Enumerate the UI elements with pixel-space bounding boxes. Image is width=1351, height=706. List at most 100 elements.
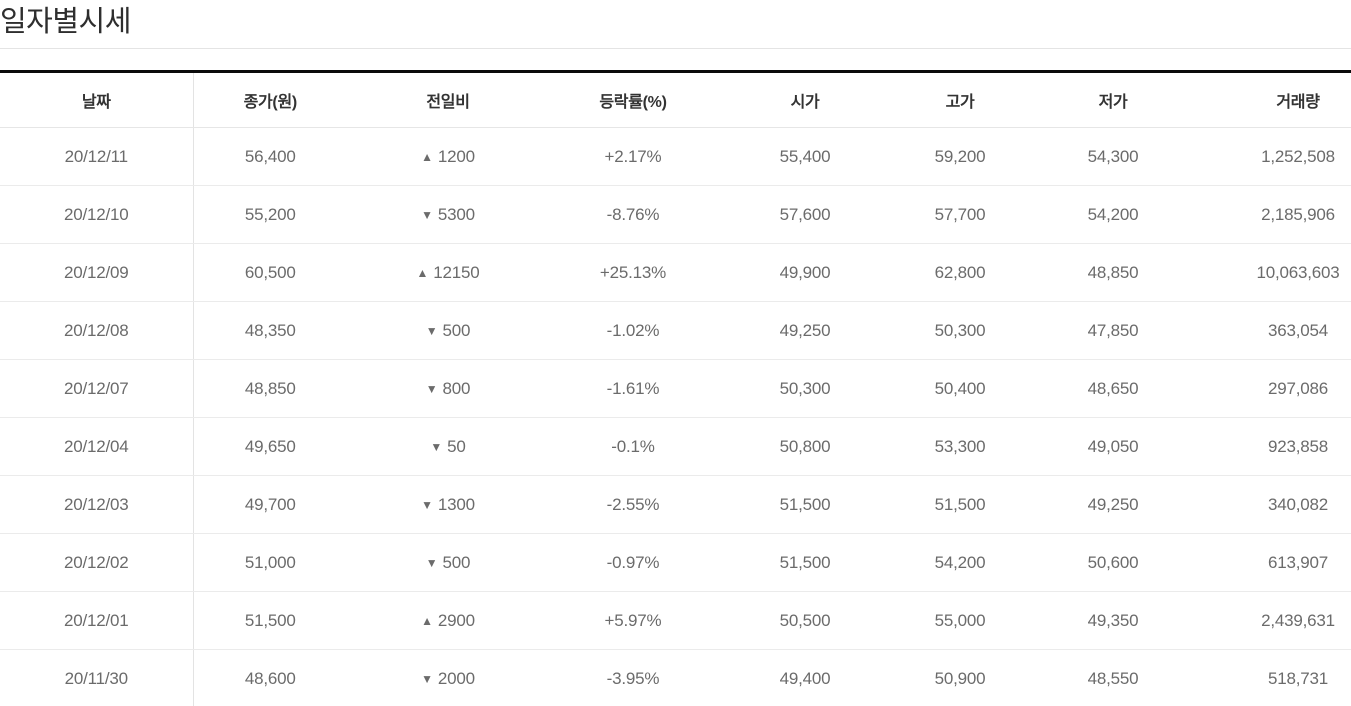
volume-cell: 363,054 [1199,301,1351,360]
close-cell: 48,600 [193,649,347,706]
rate-cell: -1.02% [549,301,717,360]
change-value: 800 [442,378,471,398]
change-cell: ▼ 800 [347,359,549,418]
open-cell: 49,250 [717,301,893,360]
col-header-close: 종가(원) [193,70,347,128]
low-cell: 48,850 [1027,243,1199,302]
rate-cell: +25.13% [549,243,717,302]
spacer [0,49,1351,70]
rate-cell: +5.97% [549,591,717,650]
open-cell: 50,800 [717,417,893,476]
change-cell: ▼ 5300 [347,185,549,244]
up-triangle-icon: ▲ [421,613,433,628]
down-triangle-icon: ▼ [421,671,433,686]
daily-price-table: 날짜 종가(원) 전일비 등락률(%) 시가 고가 저가 거래량 20/12/1… [0,70,1351,706]
down-triangle-icon: ▼ [425,323,438,338]
change-cell: ▲ 2900 [347,591,549,650]
open-cell: 55,400 [717,127,893,186]
volume-cell: 10,063,603 [1199,243,1351,302]
high-cell: 57,700 [893,185,1027,244]
volume-cell: 2,185,906 [1199,185,1351,244]
col-header-volume: 거래량 [1199,70,1351,128]
low-cell: 48,550 [1027,649,1199,706]
low-cell: 54,300 [1027,127,1199,186]
open-cell: 51,500 [717,533,893,592]
volume-cell: 1,252,508 [1199,127,1351,186]
high-cell: 53,300 [893,417,1027,476]
volume-cell: 923,858 [1199,417,1351,476]
volume-cell: 340,082 [1199,475,1351,534]
high-cell: 62,800 [893,243,1027,302]
up-triangle-icon: ▲ [421,149,433,164]
close-cell: 48,850 [193,359,347,418]
table-row: 20/12/11 56,400 ▲ 1200 +2.17% 55,400 59,200 54,… [0,127,1351,186]
low-cell: 47,850 [1027,301,1199,360]
rate-cell: -8.76% [549,185,717,244]
change-value: 2900 [437,610,475,630]
table-row: 20/12/07 48,850 ▼ 800 -1.61% 50,300 50,400 48,6… [0,359,1351,418]
change-cell: ▼ 2000 [347,649,549,706]
low-cell: 48,650 [1027,359,1199,418]
down-triangle-icon: ▼ [421,207,433,222]
close-cell: 49,700 [193,475,347,534]
date-cell: 20/12/10 [0,185,194,244]
open-cell: 57,600 [717,185,893,244]
change-value: 5300 [437,204,475,224]
table-header-row: 날짜 종가(원) 전일비 등락률(%) 시가 고가 저가 거래량 [0,70,1351,128]
rate-cell: -1.61% [549,359,717,418]
volume-cell: 518,731 [1199,649,1351,706]
date-cell: 20/12/03 [0,475,194,534]
date-cell: 20/12/11 [0,127,194,186]
change-cell: ▼ 500 [347,533,549,592]
rate-cell: -2.55% [549,475,717,534]
date-cell: 20/12/02 [0,533,194,592]
change-cell: ▼ 50 [347,417,549,476]
col-header-high: 고가 [893,70,1027,128]
change-cell: ▼ 1300 [347,475,549,534]
volume-cell: 613,907 [1199,533,1351,592]
table-row: 20/12/04 49,650 ▼ 50 -0.1% 50,800 53,300 49,050… [0,417,1351,476]
date-cell: 20/11/30 [0,649,194,706]
date-cell: 20/12/08 [0,301,194,360]
low-cell: 50,600 [1027,533,1199,592]
close-cell: 60,500 [193,243,347,302]
col-header-change: 전일비 [347,70,549,128]
up-triangle-icon: ▲ [416,265,429,280]
date-cell: 20/12/09 [0,243,194,302]
change-value: 50 [447,436,466,456]
col-header-rate: 등락률(%) [549,70,717,128]
low-cell: 54,200 [1027,185,1199,244]
open-cell: 49,400 [717,649,893,706]
col-header-open: 시가 [717,70,893,128]
open-cell: 50,500 [717,591,893,650]
date-cell: 20/12/07 [0,359,194,418]
open-cell: 51,500 [717,475,893,534]
close-cell: 48,350 [193,301,347,360]
open-cell: 49,900 [717,243,893,302]
down-triangle-icon: ▼ [430,439,443,454]
close-cell: 51,000 [193,533,347,592]
down-triangle-icon: ▼ [425,381,438,396]
rate-cell: +2.17% [549,127,717,186]
high-cell: 50,400 [893,359,1027,418]
date-cell: 20/12/04 [0,417,194,476]
high-cell: 59,200 [893,127,1027,186]
price-table-body: 20/12/11 56,400 ▲ 1200 +2.17% 55,400 59,200 54,… [0,127,1351,706]
change-value: 500 [442,320,471,340]
page-title: 일자별시세 [0,6,131,38]
change-value: 2000 [437,668,475,688]
change-value: 12150 [433,262,480,282]
table-row: 20/12/01 51,500 ▲ 2900 +5.97% 50,500 55,000 49,… [0,591,1351,650]
close-cell: 56,400 [193,127,347,186]
close-cell: 49,650 [193,417,347,476]
rate-cell: -0.97% [549,533,717,592]
table-row: 20/11/30 48,600 ▼ 2000 -3.95% 49,400 50,900 48,… [0,649,1351,706]
col-header-low: 저가 [1027,70,1199,128]
col-header-date: 날짜 [0,70,194,128]
table-row: 20/12/02 51,000 ▼ 500 -0.97% 51,500 54,200 50,6… [0,533,1351,592]
close-cell: 51,500 [193,591,347,650]
down-triangle-icon: ▼ [421,497,433,512]
volume-cell: 297,086 [1199,359,1351,418]
table-row: 20/12/08 48,350 ▼ 500 -1.02% 49,250 50,300 47,8… [0,301,1351,360]
high-cell: 54,200 [893,533,1027,592]
